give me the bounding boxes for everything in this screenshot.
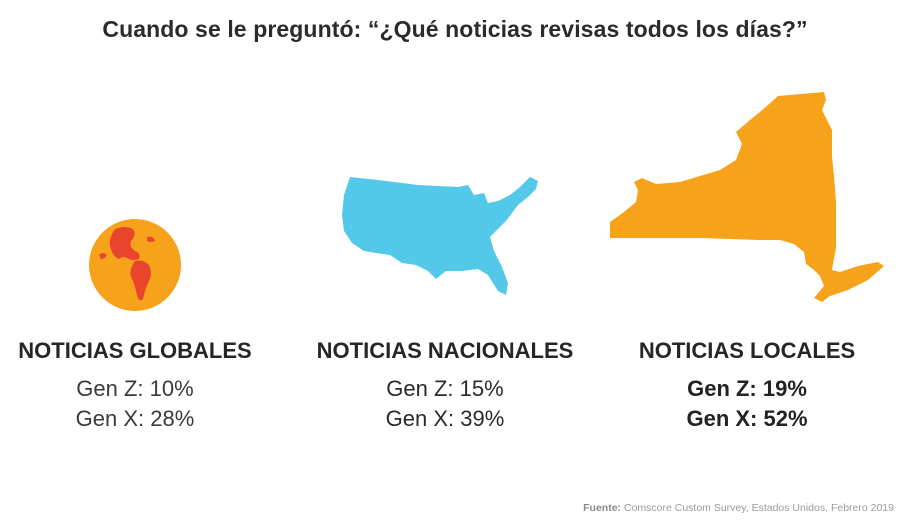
new-york-map-icon (610, 92, 884, 302)
source-prefix: Fuente: (583, 502, 622, 514)
gen-x-value: Gen X: 52% (686, 406, 808, 431)
gen-z-value: Gen Z: 15% (386, 376, 504, 401)
source-note: Fuente: Comscore Custom Survey, Estados … (583, 502, 894, 514)
chart-title: Cuando se le preguntó: “¿Qué noticias re… (102, 16, 808, 42)
category-label: NOTICIAS LOCALES (638, 338, 856, 363)
gen-x-value: Gen X: 39% (385, 406, 505, 431)
panel-global: NOTICIAS GLOBALES Gen Z: 10% Gen X: 28% (0, 60, 270, 460)
category-label: NOTICIAS NACIONALES (316, 338, 574, 363)
panel-local: NOTICIAS LOCALES Gen Z: 19% Gen X: 52% (610, 60, 884, 460)
gen-z-value: Gen Z: 10% (76, 376, 194, 401)
source-text: Comscore Custom Survey, Estados Unidos, … (621, 502, 894, 514)
globe-icon (89, 219, 181, 311)
panel-national: NOTICIAS NACIONALES Gen Z: 15% Gen X: 39… (300, 60, 590, 460)
gen-x-value: Gen X: 28% (75, 406, 195, 431)
usa-map-icon (342, 177, 538, 295)
category-label: NOTICIAS GLOBALES (18, 338, 252, 363)
gen-z-value: Gen Z: 19% (687, 376, 807, 401)
